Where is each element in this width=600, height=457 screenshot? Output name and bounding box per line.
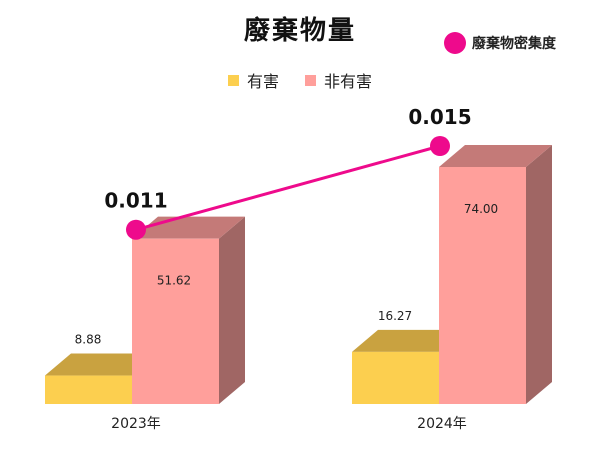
bar-non-hazardous-0 [132, 238, 219, 404]
bar-hazardous-1 [352, 351, 439, 404]
bar-value-label-hazardous-0: 8.88 [75, 333, 102, 347]
line-legend-marker [444, 32, 466, 54]
bar-value-label-non-hazardous-0: 51.62 [157, 274, 191, 288]
bar-top-hazardous-1 [352, 329, 465, 352]
bar-side-non-hazardous-0 [219, 216, 245, 404]
category-label-0: 2023年 [111, 416, 161, 432]
bar-hazardous-0 [45, 375, 132, 404]
intensity-label-0: 0.011 [104, 189, 167, 213]
legend-label-non-hazardous: 非有害 [324, 72, 373, 91]
bar-top-hazardous-0 [45, 353, 158, 376]
category-label-1: 2024年 [417, 416, 467, 432]
line-legend: 廢棄物密集度 [444, 32, 556, 54]
line-legend-label: 廢棄物密集度 [472, 36, 556, 52]
legend-label-hazardous: 有害 [246, 72, 279, 91]
intensity-point-1 [430, 136, 450, 156]
bar-value-label-hazardous-1: 16.27 [378, 309, 412, 323]
bar-top-non-hazardous-1 [439, 145, 552, 167]
bar-legend: 有害 非有害 [0, 68, 600, 92]
bar-non-hazardous-1 [439, 167, 526, 404]
chart-title: 廢棄物量 [243, 16, 356, 46]
legend-swatch-hazardous [227, 74, 239, 86]
bar-value-label-non-hazardous-1: 74.00 [464, 202, 498, 216]
intensity-line [135, 144, 441, 232]
bar-side-non-hazardous-1 [526, 145, 552, 404]
intensity-point-0 [126, 219, 146, 240]
legend-item-hazardous: 有害 [227, 68, 279, 92]
intensity-label-1: 0.015 [408, 105, 471, 129]
legend-swatch-non-hazardous [305, 74, 316, 86]
legend-item-non-hazardous: 非有害 [305, 68, 372, 92]
